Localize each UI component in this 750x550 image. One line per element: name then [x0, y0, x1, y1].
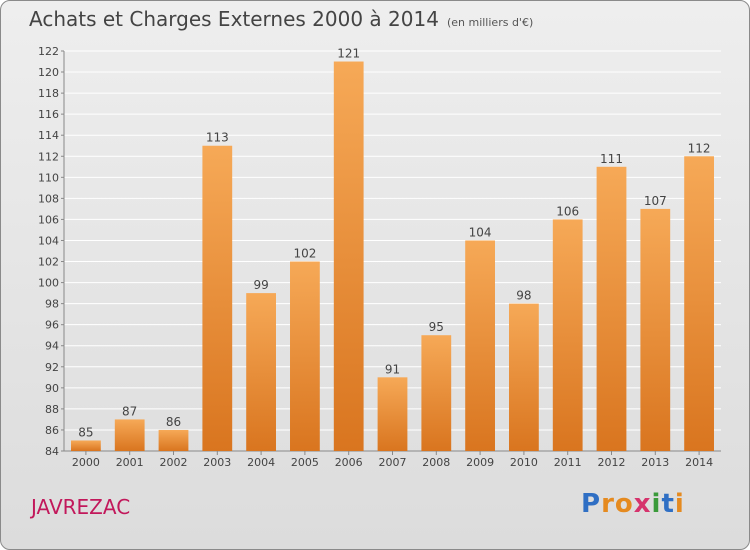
bar — [377, 377, 408, 451]
bar — [509, 303, 539, 451]
bar-value-label: 85 — [78, 425, 93, 439]
bar-value-label: 121 — [337, 47, 360, 61]
bars — [71, 61, 714, 452]
bar — [71, 440, 101, 451]
y-tick-label: 120 — [38, 66, 59, 79]
logo-letter: x — [633, 489, 652, 519]
bar-value-label: 102 — [293, 247, 316, 261]
bar-value-label: 91 — [385, 362, 400, 376]
bar — [684, 156, 714, 451]
x-tick-label: 2000 — [72, 456, 100, 469]
bar — [465, 240, 495, 451]
x-tick-label: 2005 — [291, 456, 319, 469]
bar-value-labels: 85 87 86 113 99 102 121 91 95 104 98 106 111 107 112 — [78, 47, 710, 440]
proxiti-logo[interactable]: Proxiti — [581, 489, 685, 519]
x-tick-label: 2007 — [379, 456, 407, 469]
y-tick-label: 84 — [45, 445, 59, 458]
y-tick-label: 108 — [38, 192, 59, 205]
x-tick-label: 2002 — [160, 456, 188, 469]
x-tick-label: 2006 — [335, 456, 363, 469]
bar — [246, 293, 276, 451]
logo-letter: i — [674, 489, 685, 519]
x-tick-label: 2001 — [116, 456, 144, 469]
y-tick-label: 90 — [45, 382, 59, 395]
logo-letter: r — [601, 489, 615, 519]
y-tick-labels: 84 86 88 90 92 94 96 98 100 102 104 106 108 110 112 114… — [38, 45, 59, 458]
chart-title: Achats et Charges Externes 2000 à 2014 (e… — [29, 7, 533, 31]
bar-value-label: 106 — [556, 204, 579, 218]
chart-title-text: Achats et Charges Externes 2000 à 2014 — [29, 7, 439, 31]
bar-value-label: 113 — [206, 131, 229, 145]
x-tick-label: 2014 — [685, 456, 713, 469]
y-tick-label: 110 — [38, 171, 59, 184]
bar — [290, 261, 320, 451]
x-tick-label: 2003 — [203, 456, 231, 469]
x-tick-label: 2010 — [510, 456, 538, 469]
y-tick-label: 106 — [38, 213, 59, 226]
y-tick-label: 114 — [38, 129, 59, 142]
logo-letter: P — [581, 489, 602, 519]
bar-value-label: 86 — [166, 415, 181, 429]
bar-value-label: 98 — [516, 289, 531, 303]
y-tick-label: 116 — [38, 108, 59, 121]
x-tick-label: 2012 — [598, 456, 626, 469]
y-tick-label: 94 — [45, 340, 59, 353]
x-tick-label: 2011 — [554, 456, 582, 469]
bar-value-label: 87 — [122, 404, 137, 418]
bar — [333, 61, 364, 452]
bar — [202, 145, 233, 451]
y-tick-label: 92 — [45, 361, 59, 374]
y-tick-label: 98 — [45, 298, 59, 311]
x-tick-label: 2013 — [641, 456, 669, 469]
bar-value-label: 104 — [469, 225, 492, 239]
bar — [596, 166, 627, 451]
y-tick-label: 112 — [38, 150, 59, 163]
bar — [421, 335, 452, 451]
logo-letter: i — [651, 489, 662, 519]
y-tick-label: 88 — [45, 403, 59, 416]
y-tick-label: 122 — [38, 45, 59, 58]
x-tick-label: 2004 — [247, 456, 275, 469]
logo-letter: o — [614, 489, 634, 519]
y-tick-label: 100 — [38, 277, 59, 290]
y-tick-label: 86 — [45, 424, 59, 437]
bar-value-label: 111 — [600, 152, 623, 166]
bar — [158, 429, 189, 451]
y-tick-label: 102 — [38, 256, 59, 269]
bar — [640, 208, 671, 451]
logo-letter: t — [661, 489, 675, 519]
bar — [552, 219, 583, 451]
chart-subtitle: (en milliers d'€) — [446, 16, 534, 29]
commune-name: JAVREZAC — [31, 495, 131, 519]
y-tick-label: 96 — [45, 319, 59, 332]
bar-value-label: 99 — [253, 278, 268, 292]
x-tick-labels: 2000 2001 2002 2003 2004 2005 2006 2007 2008 2009… — [72, 456, 713, 469]
x-tick-label: 2009 — [466, 456, 494, 469]
bar — [114, 419, 145, 451]
y-tick-label: 104 — [38, 234, 59, 247]
x-tick-label: 2008 — [422, 456, 450, 469]
bar-value-label: 95 — [429, 320, 444, 334]
y-tick-label: 118 — [38, 87, 59, 100]
bar-value-label: 112 — [688, 141, 711, 155]
bar-value-label: 107 — [644, 194, 667, 208]
